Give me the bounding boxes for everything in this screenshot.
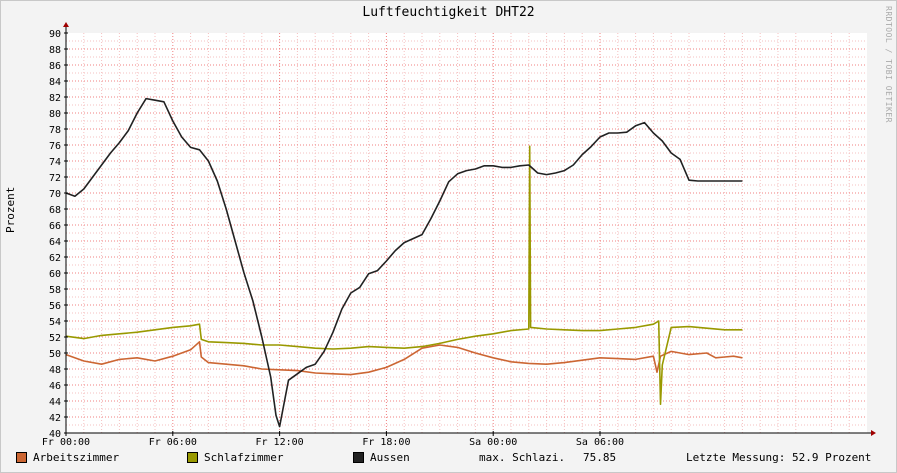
y-tick-label: 40 <box>49 429 61 440</box>
x-tick-label: Fr 18:00 <box>362 437 410 448</box>
plot-area <box>66 33 867 433</box>
y-tick-label: 88 <box>49 45 61 56</box>
last-measurement: Letzte Messung: 52.9 Prozent <box>686 451 872 464</box>
y-tick-label: 52 <box>49 333 61 344</box>
chart-title: Luftfeuchtigkeit DHT22 <box>362 5 535 20</box>
y-axis-arrow <box>63 22 69 27</box>
y-tick-label: 82 <box>49 93 61 104</box>
legend: Arbeitszimmer Schlafzimmer Aussen max. S… <box>0 451 897 467</box>
legend-item-aussen: Aussen <box>353 451 410 464</box>
series-line-schlafzimmer <box>65 145 743 405</box>
y-tick-labels: 40 42 44 46 48 50 52 54 56 58 60 62 64 66 68 70 72 74 76 78… <box>49 29 68 440</box>
x-tick-labels: Fr 00:00 Fr 06:00 Fr 12:00 Fr 18:00 Sa 00:00… <box>42 431 624 448</box>
y-tick-label: 84 <box>49 77 61 88</box>
x-tick-label: Fr 06:00 <box>149 437 197 448</box>
y-tick-label: 56 <box>49 301 61 312</box>
y-tick-label: 68 <box>49 205 61 216</box>
y-tick-label: 86 <box>49 61 61 72</box>
legend-item-schlafzimmer: Schlafzimmer <box>187 451 283 464</box>
y-tick-label: 74 <box>49 157 61 168</box>
x-tick-label: Sa 06:00 <box>576 437 624 448</box>
y-tick-label: 70 <box>49 189 61 200</box>
y-tick-label: 62 <box>49 253 61 264</box>
y-tick-label: 46 <box>49 381 61 392</box>
y-tick-label: 60 <box>49 269 61 280</box>
y-tick-label: 78 <box>49 125 61 136</box>
y-tick-label: 80 <box>49 109 61 120</box>
legend-swatch-arbeitszimmer <box>16 452 27 463</box>
rrdtool-watermark: RRDTOOL / TOBI OETIKER <box>884 6 893 123</box>
legend-label-schlafzimmer: Schlafzimmer <box>204 451 284 464</box>
stat-label: max. Schlazi. <box>479 451 566 464</box>
y-tick-label: 76 <box>49 141 61 152</box>
x-tick-label: Fr 12:00 <box>256 437 304 448</box>
x-tick-label: Sa 00:00 <box>469 437 517 448</box>
legend-swatch-schlafzimmer <box>187 452 198 463</box>
y-tick-label: 42 <box>49 413 61 424</box>
series-line-aussen <box>65 97 743 428</box>
y-tick-label: 58 <box>49 285 61 296</box>
legend-item-arbeitszimmer: Arbeitszimmer <box>16 451 119 464</box>
grid <box>65 33 867 433</box>
y-tick-label: 64 <box>49 237 61 248</box>
y-tick-label: 72 <box>49 173 61 184</box>
y-tick-label: 50 <box>49 349 61 360</box>
y-tick-label: 66 <box>49 221 61 232</box>
y-tick-label: 44 <box>49 397 61 408</box>
y-tick-label: 90 <box>49 29 61 40</box>
x-tick-label: Fr 00:00 <box>42 437 90 448</box>
x-axis-arrow <box>871 430 876 436</box>
y-tick-label: 54 <box>49 317 61 328</box>
legend-label-arbeitszimmer: Arbeitszimmer <box>33 451 120 464</box>
legend-label-aussen: Aussen <box>370 451 410 464</box>
y-tick-label: 48 <box>49 365 61 376</box>
axes <box>63 22 876 436</box>
series-group <box>65 97 743 428</box>
legend-swatch-aussen <box>353 452 364 463</box>
stat-value: 75.85 <box>583 451 617 464</box>
